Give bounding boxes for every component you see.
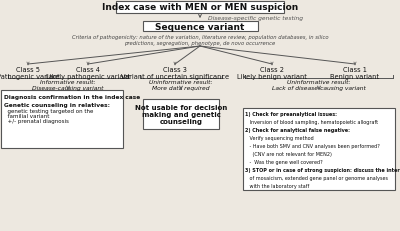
Text: Uninformative result:
Lack of disease-causing variant: Uninformative result: Lack of disease-ca… [272, 80, 366, 91]
Text: Genetic counseling in relatives:: Genetic counseling in relatives: [4, 103, 110, 108]
Text: Uninformative result:
More data required: Uninformative result: More data required [149, 80, 213, 91]
FancyBboxPatch shape [143, 100, 219, 129]
Text: Disease-specific genetic testing: Disease-specific genetic testing [208, 16, 303, 21]
Text: 2) Check for analytical false negative:: 2) Check for analytical false negative: [245, 128, 350, 132]
FancyBboxPatch shape [1, 91, 123, 148]
Text: with the laboratory staff: with the laboratory staff [245, 183, 309, 188]
Text: Class 1
Benign variant: Class 1 Benign variant [330, 67, 380, 80]
Text: +/- prenatal diagnosis: +/- prenatal diagnosis [4, 119, 69, 123]
FancyBboxPatch shape [243, 109, 395, 190]
Text: familial variant: familial variant [4, 113, 49, 119]
FancyBboxPatch shape [116, 2, 284, 14]
Text: genetic testing targeted on the: genetic testing targeted on the [4, 109, 93, 113]
Text: Class 2
Likely benign variant: Class 2 Likely benign variant [237, 67, 307, 80]
Text: Diagnosis confirmation in the index case: Diagnosis confirmation in the index case [4, 94, 140, 100]
Text: 1) Check for preanalytical issues:: 1) Check for preanalytical issues: [245, 112, 337, 116]
Text: Class 5
Pathogenic variant: Class 5 Pathogenic variant [0, 67, 59, 80]
Text: Not usable for decision
making and genetic
counseling: Not usable for decision making and genet… [135, 105, 227, 125]
Text: Class 4
Likely pathogenic variant: Class 4 Likely pathogenic variant [46, 67, 130, 80]
Text: 3) STOP or in case of strong suspicion: discuss the interest: 3) STOP or in case of strong suspicion: … [245, 167, 400, 172]
Text: Inversion of blood sampling, hematopoietic allograft: Inversion of blood sampling, hematopoiet… [245, 119, 378, 125]
Text: -  Was the gene well covered?: - Was the gene well covered? [245, 159, 323, 164]
Text: - Have both SMV and CNV analyses been performed?: - Have both SMV and CNV analyses been pe… [245, 143, 380, 148]
FancyBboxPatch shape [142, 22, 258, 32]
Text: Criteria of pathogenicity: nature of the variation, literature review, populatio: Criteria of pathogenicity: nature of the… [72, 35, 328, 46]
Text: Index case with MEN or MEN suspicion: Index case with MEN or MEN suspicion [102, 3, 298, 12]
Text: Class 3
Variant of uncertain significance: Class 3 Variant of uncertain significanc… [121, 67, 229, 80]
Text: Verify sequencing method: Verify sequencing method [245, 135, 314, 140]
Text: Informative result:
Disease-causing variant: Informative result: Disease-causing vari… [32, 80, 104, 91]
Text: Sequence variant: Sequence variant [155, 22, 245, 31]
Text: (CNV are not relevant for MEN2): (CNV are not relevant for MEN2) [245, 151, 332, 156]
Text: of mosaicism, extended gene panel or genome analyses: of mosaicism, extended gene panel or gen… [245, 175, 388, 180]
